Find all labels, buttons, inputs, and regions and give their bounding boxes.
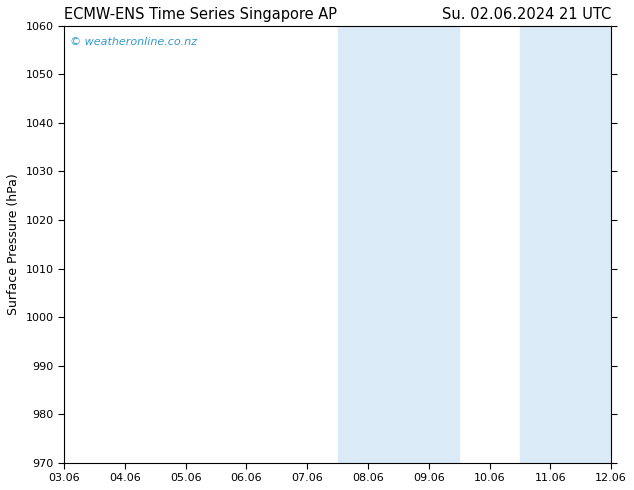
Bar <box>520 26 611 463</box>
Text: ECMW-ENS Time Series Singapore AP: ECMW-ENS Time Series Singapore AP <box>64 7 337 22</box>
Bar <box>338 26 459 463</box>
Text: © weatheronline.co.nz: © weatheronline.co.nz <box>70 37 197 47</box>
Text: Su. 02.06.2024 21 UTC: Su. 02.06.2024 21 UTC <box>442 7 611 22</box>
Y-axis label: Surface Pressure (hPa): Surface Pressure (hPa) <box>7 173 20 315</box>
